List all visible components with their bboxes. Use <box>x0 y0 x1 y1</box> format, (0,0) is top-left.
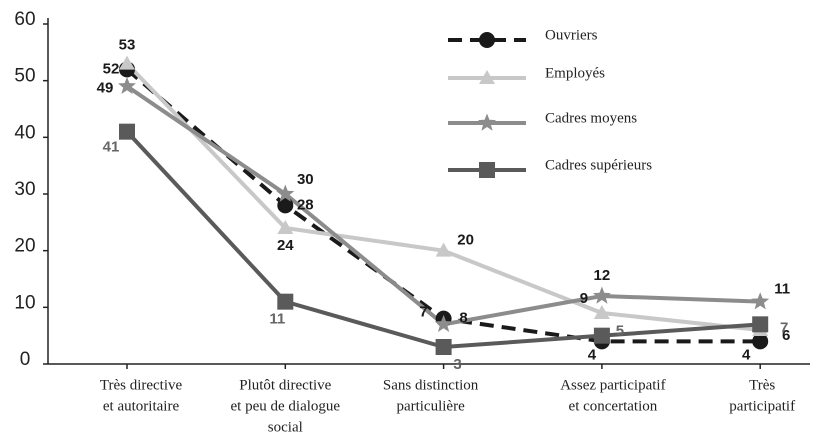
point-marker <box>119 123 135 140</box>
legend-label: Cadres moyens <box>545 110 637 126</box>
data-label: 52 <box>103 60 120 77</box>
data-label: 8 <box>459 310 467 327</box>
legend-marker <box>478 113 496 131</box>
y-tick-label: 30 <box>14 179 35 200</box>
data-label: 20 <box>457 232 474 249</box>
point-marker <box>592 286 611 304</box>
x-tick-label: et autoritaire <box>103 398 180 414</box>
data-label: 11 <box>774 281 790 298</box>
point-marker <box>593 305 610 319</box>
y-tick-label: 10 <box>14 292 35 313</box>
data-label: 49 <box>97 79 114 96</box>
data-label: 11 <box>269 311 285 328</box>
legend-label: Ouvriers <box>545 27 598 43</box>
data-label: 12 <box>594 267 611 284</box>
data-label: 5 <box>616 323 624 340</box>
y-tick-label: 40 <box>14 122 35 143</box>
x-tick-label: social <box>268 419 303 435</box>
x-tick-label: particulière <box>396 398 465 414</box>
point-marker <box>751 292 770 310</box>
x-tick-label: Assez participatif <box>560 377 665 393</box>
x-tick-label: et peu de dialogue <box>231 398 341 414</box>
point-marker <box>276 184 295 202</box>
legend-marker <box>479 162 495 178</box>
point-marker <box>435 242 452 257</box>
y-tick-label: 50 <box>14 66 35 87</box>
point-marker <box>119 55 135 70</box>
x-tick-label: Très <box>749 377 775 393</box>
x-tick-label: Plutôt directive <box>239 377 331 393</box>
data-label: 3 <box>453 356 461 373</box>
point-marker <box>752 333 769 350</box>
legend-label: Cadres supérieurs <box>545 157 652 173</box>
y-tick-label: 0 <box>20 349 31 370</box>
y-tick-label: 20 <box>14 236 35 257</box>
data-label: 6 <box>782 327 790 344</box>
data-label: 28 <box>297 196 314 213</box>
point-marker <box>434 314 453 332</box>
data-label: 41 <box>103 139 120 156</box>
series-line <box>125 84 761 327</box>
legend-marker <box>479 32 495 48</box>
legend-label: Employés <box>545 65 605 81</box>
point-marker <box>593 327 610 344</box>
y-tick-label: 60 <box>14 9 35 30</box>
x-tick-label: et concertation <box>569 398 658 414</box>
data-label: 4 <box>588 346 597 363</box>
point-marker <box>277 293 294 310</box>
legend-marker <box>479 70 495 84</box>
series-line <box>125 67 761 344</box>
point-marker <box>752 316 769 333</box>
point-marker <box>277 220 294 234</box>
data-label: 7 <box>780 319 788 336</box>
series-line <box>125 62 761 332</box>
data-label: 4 <box>742 346 751 363</box>
x-tick-label: Sans distinction <box>383 377 479 393</box>
point-marker <box>277 197 294 214</box>
data-label: 7 <box>419 303 427 320</box>
x-tick-label: participatif <box>729 398 795 414</box>
point-marker <box>118 76 136 94</box>
data-label: 24 <box>277 237 294 254</box>
point-marker <box>435 339 452 355</box>
data-label: 9 <box>580 290 588 307</box>
data-label: 53 <box>119 37 136 54</box>
data-label: 30 <box>297 171 314 188</box>
x-tick-label: Très directive <box>100 377 183 393</box>
